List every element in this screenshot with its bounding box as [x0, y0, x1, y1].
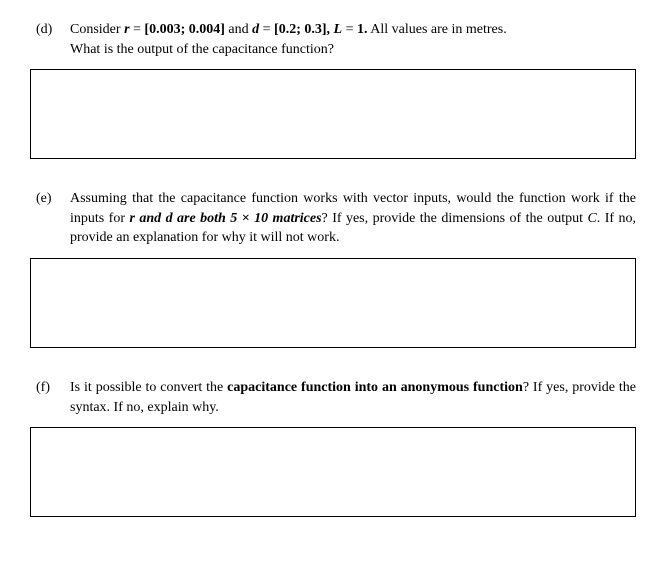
text-part: All values are in metres. [368, 22, 507, 37]
answer-box-e[interactable] [30, 258, 636, 348]
answer-box-f[interactable] [30, 427, 636, 517]
variable-L: L [334, 22, 343, 37]
text-part: = [130, 22, 145, 37]
value-L: 1. [357, 22, 368, 37]
question-d-row: (d) Consider r = [0.003; 0.004] and d = … [30, 20, 636, 59]
text-part: ? If yes, provide the dimensions of the … [322, 211, 588, 226]
bold-capacitance: capacitance function into an anonymous f… [227, 380, 523, 395]
question-e: (e) Assuming that the capacitance functi… [30, 189, 636, 348]
question-d: (d) Consider r = [0.003; 0.004] and d = … [30, 20, 636, 159]
value-d: [0.2; 0.3], [274, 22, 334, 37]
value-r: [0.003; 0.004] [144, 22, 225, 37]
question-d-line2: What is the output of the capacitance fu… [70, 42, 334, 57]
question-e-row: (e) Assuming that the capacitance functi… [30, 189, 636, 248]
text-part: = [259, 22, 274, 37]
text-part: Consider [70, 22, 124, 37]
question-d-label: (d) [30, 20, 70, 40]
text-part: = [342, 22, 357, 37]
question-f-label: (f) [30, 378, 70, 398]
question-d-text: Consider r = [0.003; 0.004] and d = [0.2… [70, 20, 636, 59]
question-e-text: Assuming that the capacitance function w… [70, 189, 636, 248]
question-f-row: (f) Is it possible to convert the capaci… [30, 378, 636, 417]
question-f-text: Is it possible to convert the capacitanc… [70, 378, 636, 417]
bold-r-and-d: r and d are both 5 × 10 matrices [129, 211, 321, 226]
text-part: Is it possible to convert the [70, 380, 227, 395]
answer-box-d[interactable] [30, 69, 636, 159]
question-f: (f) Is it possible to convert the capaci… [30, 378, 636, 517]
question-e-label: (e) [30, 189, 70, 209]
text-part: and [225, 22, 252, 37]
variable-c: C [587, 211, 596, 226]
